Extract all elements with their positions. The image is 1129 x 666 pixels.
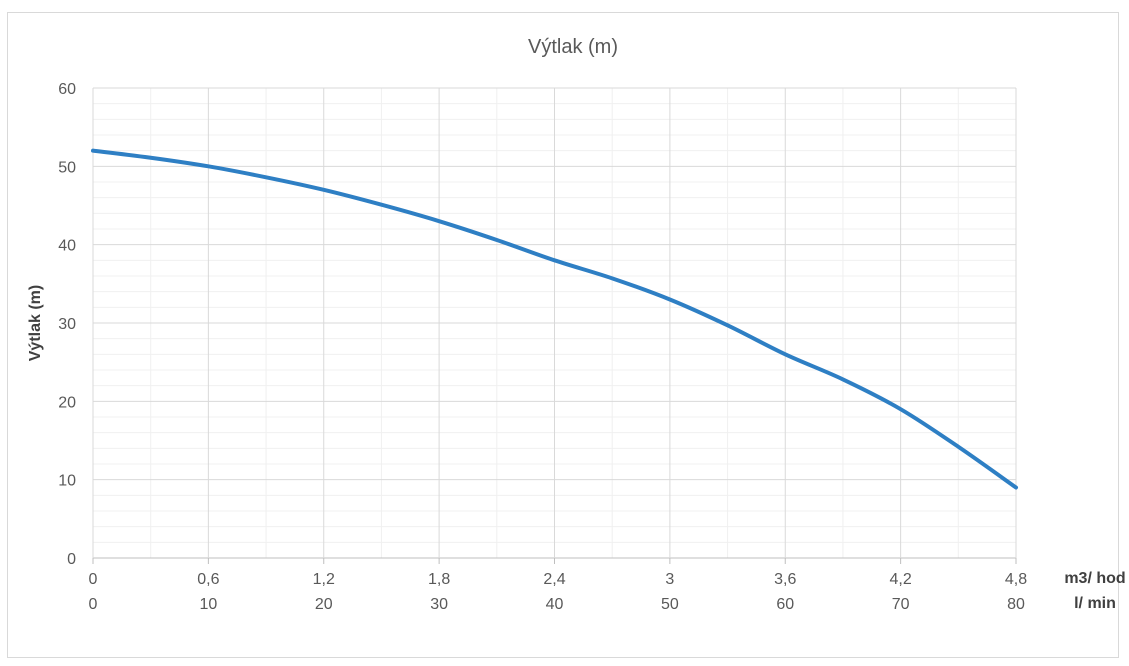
major-gridlines (92, 87, 1017, 564)
x-tick-label-secondary: 0 (89, 596, 98, 613)
y-tick-label: 30 (58, 316, 76, 333)
x-tick-label-primary: 0 (89, 571, 98, 588)
series-line (91, 148, 1018, 490)
x-tick-label-primary: 3 (665, 571, 674, 588)
x-tick-label-secondary: 50 (661, 596, 679, 613)
x-tick-labels-secondary: 0 10 20 30 40 50 60 70 80 (89, 596, 1025, 613)
x-tick-labels-primary: 0 0,6 1,2 1,8 2,4 3 3,6 4,2 4,8 (89, 571, 1028, 588)
x-tick-label-secondary: 80 (1007, 596, 1025, 613)
x-unit-primary: m3/ hod (1064, 570, 1125, 587)
chart-title: Výtlak (m) (528, 36, 618, 58)
x-tick-label-primary: 1,8 (428, 571, 450, 588)
x-tick-label-secondary: 70 (892, 596, 910, 613)
x-tick-label-primary: 4,2 (890, 571, 912, 588)
y-tick-label: 40 (58, 238, 76, 255)
y-tick-label: 10 (58, 473, 76, 490)
x-tick-label-primary: 4,8 (1005, 571, 1027, 588)
data-series (91, 148, 1018, 490)
y-tick-label: 20 (58, 394, 76, 411)
x-tick-label-primary: 3,6 (774, 571, 796, 588)
x-tick-label-secondary: 60 (776, 596, 794, 613)
y-tick-label: 50 (58, 159, 76, 176)
x-tick-label-primary: 0,6 (197, 571, 219, 588)
x-unit-secondary: l/ min (1074, 595, 1116, 612)
y-tick-label: 60 (58, 81, 76, 98)
y-tick-label: 0 (67, 551, 76, 568)
x-tick-label-secondary: 40 (546, 596, 564, 613)
y-axis-label: Výtlak (m) (27, 285, 44, 361)
x-tick-label-secondary: 20 (315, 596, 333, 613)
x-tick-label-secondary: 30 (430, 596, 448, 613)
x-tick-label-primary: 2,4 (543, 571, 565, 588)
y-tick-labels: 0 10 20 30 40 50 60 (58, 81, 76, 568)
x-tick-label-secondary: 10 (199, 596, 217, 613)
x-tick-label-primary: 1,2 (313, 571, 335, 588)
